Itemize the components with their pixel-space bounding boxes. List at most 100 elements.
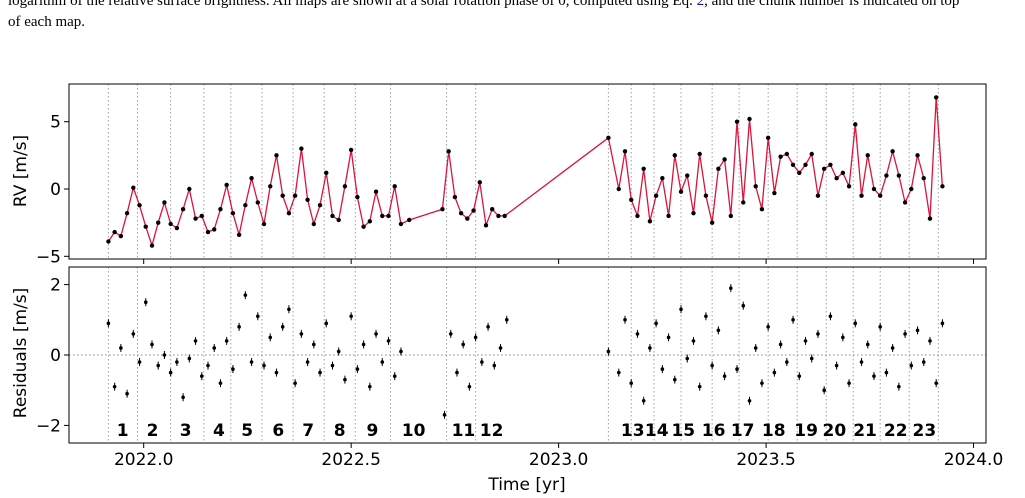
rv-point [709,220,715,225]
rv-point [772,190,777,196]
chunk-label: 10 [402,421,426,441]
residual-point [884,370,889,375]
residual-point [199,374,204,378]
rv-point [877,193,883,198]
rv-point [348,147,354,153]
residual-point [654,321,658,326]
residual-point [847,381,851,385]
rv-point [137,202,142,208]
rv-point [224,182,229,188]
residual-point [741,303,746,308]
residual-point [704,314,708,319]
residual-point [809,356,814,361]
residual-point [878,325,882,329]
residual-point [324,321,329,326]
rv-point [691,211,696,216]
rv-point [440,206,445,212]
residual-point [206,363,210,368]
residual-point [380,360,385,364]
rv-point [747,116,752,122]
residual-point [274,370,279,375]
chunk-label: 19 [794,421,818,441]
rv-point [934,95,939,100]
rv-point [392,184,397,189]
xtick-label: 2023.0 [529,450,588,470]
residual-point [747,398,752,403]
xtick-label: 2022.0 [114,450,173,470]
residual-point [318,370,322,375]
rv-point [174,225,180,231]
residual-point [243,293,248,297]
residual-point [461,342,465,347]
residual-point [442,413,447,417]
rv-point [846,184,852,189]
rv-point [797,170,802,176]
residual-point [162,353,167,357]
rv-point [496,213,501,219]
residual-point [729,286,733,290]
residual-point [112,384,117,389]
rv-point [716,166,721,172]
rv-point [865,153,870,158]
chunk-label: 13 [621,421,645,441]
residual-point [293,381,297,385]
rv-point [834,176,839,181]
rv-point [143,224,148,229]
rv-point [407,217,412,223]
chunk-label: 8 [334,421,346,441]
residual-point [716,328,721,333]
rv-point [759,206,765,212]
rv-point [622,149,628,154]
xtick-label: 2023.5 [736,450,795,470]
rv-point [118,233,124,239]
equation-ref-link[interactable]: 2 [696,0,705,9]
residual-point [797,374,802,378]
rv-point [896,173,902,178]
residual-point [865,342,870,347]
rv-point [386,213,391,219]
residuals-panel: 1 2 3 4 5 6 7 8 9 10 11 12 13 14 15 16 17 18 19 20 21 22 23−20… [36,266,1003,470]
chunk-label: 3 [180,421,192,441]
residual-point [143,300,148,305]
rv-point [477,180,482,185]
residual-point [629,381,634,385]
figure-caption: logarithm of the relative surface bright… [8,0,1018,33]
residual-point [722,374,727,378]
residual-point [772,370,777,375]
residual-point [753,346,758,350]
rv-point [890,149,895,154]
residual-point [231,367,235,371]
residual-point [691,339,696,343]
rv-point [311,221,317,227]
residual-point [175,360,179,364]
residual-point [623,318,627,322]
residual-point [903,332,907,336]
rv-point [502,213,507,219]
rv-point [483,223,489,228]
rv-point [927,216,933,221]
rv-point [653,193,659,198]
residual-point [934,381,939,385]
rv-ylabel: RV [m/s] [11,135,31,207]
xtick-label: 2024.0 [944,450,1003,470]
residual-point [915,328,920,333]
chunk-label: 11 [452,421,476,441]
chunk-label: 12 [480,421,504,441]
rv-point [902,200,908,205]
residual-point [299,332,304,336]
rv-point [380,213,385,219]
rv-point [685,173,690,178]
xtick-label: 2022.5 [321,450,380,470]
residual-point [735,367,739,371]
rv-point [921,176,926,181]
rv-point [884,173,889,178]
residual-point [255,314,260,319]
residual-point [249,360,254,364]
rv-point [647,219,653,224]
chunk-label: 9 [367,421,379,441]
rv-point [112,229,117,235]
rv-point [261,221,267,227]
chunk-label: 21 [853,421,877,441]
rv-point [490,206,495,212]
rv-point [446,149,451,154]
